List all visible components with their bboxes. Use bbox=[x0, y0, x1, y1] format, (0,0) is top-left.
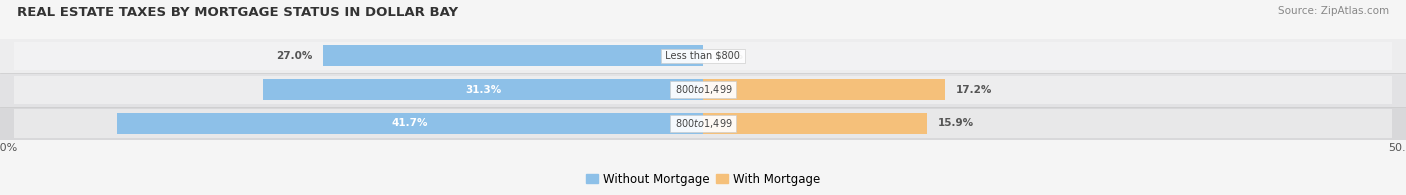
Text: $800 to $1,499: $800 to $1,499 bbox=[672, 83, 734, 96]
Bar bbox=[0, 107, 1406, 140]
Text: 17.2%: 17.2% bbox=[956, 85, 993, 95]
Legend: Without Mortgage, With Mortgage: Without Mortgage, With Mortgage bbox=[581, 168, 825, 190]
Text: 41.7%: 41.7% bbox=[392, 119, 427, 129]
Text: $800 to $1,499: $800 to $1,499 bbox=[672, 117, 734, 130]
Text: 31.3%: 31.3% bbox=[465, 85, 501, 95]
Bar bbox=[0, 73, 1406, 107]
Bar bbox=[14, 75, 1392, 104]
Text: 15.9%: 15.9% bbox=[938, 119, 974, 129]
Text: 0.0%: 0.0% bbox=[714, 51, 744, 61]
Bar bbox=[263, 79, 703, 100]
Bar bbox=[0, 39, 1406, 73]
Text: REAL ESTATE TAXES BY MORTGAGE STATUS IN DOLLAR BAY: REAL ESTATE TAXES BY MORTGAGE STATUS IN … bbox=[17, 6, 458, 19]
Bar bbox=[14, 109, 1392, 138]
Bar bbox=[323, 45, 703, 66]
Bar bbox=[703, 79, 945, 100]
Bar bbox=[703, 113, 927, 134]
Bar bbox=[14, 42, 1392, 70]
Text: 27.0%: 27.0% bbox=[276, 51, 312, 61]
Text: Less than $800: Less than $800 bbox=[662, 51, 744, 61]
Bar bbox=[117, 113, 703, 134]
Text: Source: ZipAtlas.com: Source: ZipAtlas.com bbox=[1278, 6, 1389, 16]
